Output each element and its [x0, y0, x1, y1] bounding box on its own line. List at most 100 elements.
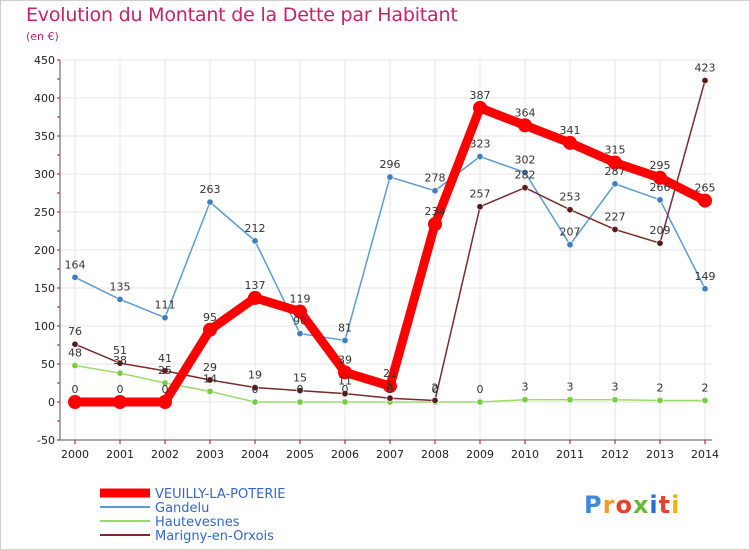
data-point — [206, 387, 214, 395]
data-label: 227 — [605, 210, 626, 223]
data-label: 149 — [695, 270, 716, 283]
series-veuilly-la-poterie — [68, 100, 712, 409]
x-tick-label: 2014 — [691, 448, 719, 461]
data-label: 278 — [425, 172, 446, 185]
data-label: 302 — [515, 153, 536, 166]
data-point — [701, 77, 709, 85]
x-tick-label: 2013 — [646, 448, 674, 461]
data-label: 111 — [155, 299, 176, 312]
data-label: 265 — [695, 182, 716, 195]
data-label: 364 — [515, 106, 536, 119]
y-tick-label: 400 — [34, 92, 55, 105]
data-point — [161, 314, 169, 322]
data-point — [476, 203, 484, 211]
data-point — [476, 398, 484, 406]
legend-label: Marigny-en-Orxois — [155, 529, 274, 544]
data-label: 295 — [650, 159, 671, 172]
y-tick-label: 50 — [41, 358, 55, 371]
logo-letter: i — [649, 491, 659, 519]
data-label: 209 — [650, 224, 671, 237]
data-label: 287 — [605, 165, 626, 178]
data-label: 135 — [110, 280, 131, 293]
data-point — [431, 187, 439, 195]
logo-letter: t — [658, 491, 672, 519]
x-tick-label: 2008 — [421, 448, 449, 461]
y-axis-ticks: -50 0 50 100 150 200 250 300 350 400 450 — [34, 54, 55, 447]
data-point — [296, 398, 304, 406]
x-tick-label: 2004 — [241, 448, 269, 461]
data-point — [251, 237, 259, 245]
data-label: 2 — [432, 381, 439, 394]
data-label: 257 — [470, 188, 491, 201]
data-point — [113, 395, 127, 409]
x-tick-label: 2009 — [466, 448, 494, 461]
data-point — [203, 322, 217, 337]
data-point — [386, 173, 394, 181]
series-group: 1641351112632129081296278323302207287266… — [65, 62, 716, 409]
y-tick-label: 100 — [34, 320, 55, 333]
y-tick-label: 150 — [34, 282, 55, 295]
data-point — [338, 365, 352, 380]
data-label: 296 — [380, 158, 401, 171]
y-tick-label: 200 — [34, 244, 55, 257]
data-point — [656, 196, 664, 204]
data-point — [116, 369, 124, 377]
logo-letter: r — [602, 491, 616, 519]
data-label: 3 — [567, 381, 574, 394]
data-point — [656, 396, 664, 404]
data-label: 387 — [470, 89, 491, 102]
data-label: 3 — [612, 381, 619, 394]
data-point — [161, 367, 169, 375]
data-label: 119 — [290, 293, 311, 306]
x-tick-label: 2002 — [151, 448, 179, 461]
data-label: 315 — [605, 144, 626, 157]
data-label: 51 — [113, 344, 127, 357]
data-label: 0 — [297, 383, 304, 396]
data-point — [296, 330, 304, 338]
data-label: 0 — [117, 383, 124, 396]
x-tick-label: 2005 — [286, 448, 314, 461]
data-point — [563, 135, 577, 150]
data-label: 207 — [560, 226, 581, 239]
data-point — [248, 290, 262, 305]
data-label: 19 — [248, 369, 262, 382]
data-point — [428, 217, 442, 232]
logo-letter: i — [671, 491, 681, 519]
data-label: 48 — [68, 347, 82, 360]
data-labels: 164 135 111 263 212 90 81 296 278 323 302 207 287 266… — [65, 138, 716, 335]
data-point — [608, 155, 622, 170]
data-point — [251, 398, 259, 406]
data-point — [653, 170, 667, 185]
data-label: 2 — [657, 381, 664, 394]
data-label: 25 — [158, 364, 172, 377]
data-label: 29 — [203, 361, 217, 374]
data-point — [431, 396, 439, 404]
chart-title: Evolution du Montant de la Dette par Hab… — [26, 4, 458, 26]
y-tick-label: -50 — [37, 434, 55, 447]
x-tick-label: 2007 — [376, 448, 404, 461]
logo-letter: x — [632, 491, 650, 519]
data-point — [701, 396, 709, 404]
data-label: 234 — [425, 205, 446, 218]
data-label: 5 — [387, 379, 394, 392]
data-point — [611, 180, 619, 188]
y-tick-label: 450 — [34, 54, 55, 67]
x-tick-label: 2000 — [61, 448, 89, 461]
data-point — [701, 285, 709, 293]
data-point — [521, 168, 529, 176]
data-point — [518, 118, 532, 133]
y-tick-label: 300 — [34, 168, 55, 181]
x-tick-label: 2010 — [511, 448, 539, 461]
data-point — [656, 239, 664, 247]
legend-label: VEUILLY-LA-POTERIE — [155, 487, 285, 502]
data-point — [296, 387, 304, 395]
y-tick-label: 350 — [34, 130, 55, 143]
data-point — [206, 376, 214, 384]
data-label: 0 — [432, 383, 439, 396]
data-label: 266 — [650, 181, 671, 194]
data-label: 90 — [293, 315, 307, 328]
logo-letter: o — [615, 491, 633, 519]
data-label: 423 — [695, 62, 716, 75]
